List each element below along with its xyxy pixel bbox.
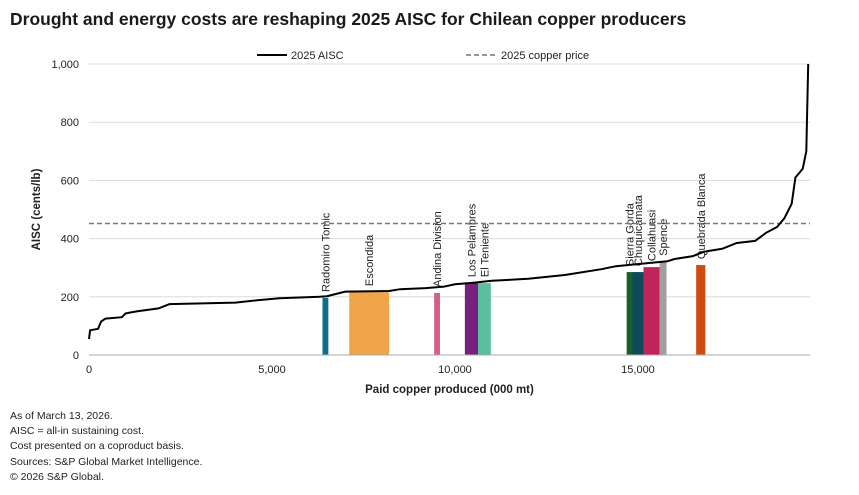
x-tick-label: 10,000 [438, 364, 472, 376]
mine-label: El Teniente [479, 223, 491, 277]
y-tick-label: 1,000 [51, 59, 79, 71]
mine-bar [478, 283, 491, 355]
mine-bar [349, 292, 390, 355]
chart-title: Drought and energy costs are reshaping 2… [10, 9, 687, 29]
mine-bar [659, 261, 667, 355]
mine-bar [643, 267, 660, 355]
y-tick-label: 0 [73, 350, 79, 362]
aisc-curve [88, 63, 810, 340]
mine-label: Sierra Gorda [625, 202, 637, 266]
note: As of March 13, 2026. [10, 410, 113, 422]
y-tick-label: 200 [61, 292, 79, 304]
footnotes: As of March 13, 2026. AISC = all-in sust… [10, 409, 202, 485]
mine-label: Chuquicamata [633, 194, 645, 266]
x-tick-label: 5,000 [258, 364, 286, 376]
note: Cost presented on a coproduct basis. [10, 440, 184, 453]
note: Sources: S&P Global Market Intelligence. [10, 455, 203, 468]
legend-label-aisc: 2025 AISC [291, 50, 344, 62]
x-tick-label: 0 [86, 364, 92, 376]
legend-label-price: 2025 copper price [501, 50, 589, 62]
y-tick-label: 800 [61, 117, 79, 129]
mine-label: Radomiro Tomic [320, 212, 332, 292]
x-tick-label: 15,000 [621, 364, 655, 376]
note: © 2026 S&P Global. [10, 470, 104, 483]
x-axis-label: Paid copper produced (000 mt) [365, 384, 534, 396]
mine-bar [322, 297, 329, 355]
mine-bar [464, 283, 479, 355]
y-tick-label: 400 [61, 234, 79, 246]
mine-label: Spence [658, 219, 670, 256]
mine-label: Escondida [364, 234, 376, 286]
y-axis-label: AISC (cents/lb) [31, 168, 43, 250]
mine-bar [696, 265, 706, 355]
note: AISC = all-in sustaining cost. [10, 425, 144, 438]
mine-label: Quebrada Blanca [696, 173, 708, 259]
mine-label: Los Pelambres [466, 203, 478, 277]
mine-bar [626, 272, 633, 355]
mine-bar [632, 272, 644, 355]
mine-label: Andina Division [432, 211, 444, 287]
mine-bar [434, 293, 440, 355]
mine-label: Collahuasi [647, 210, 659, 261]
y-tick-label: 600 [61, 175, 79, 187]
